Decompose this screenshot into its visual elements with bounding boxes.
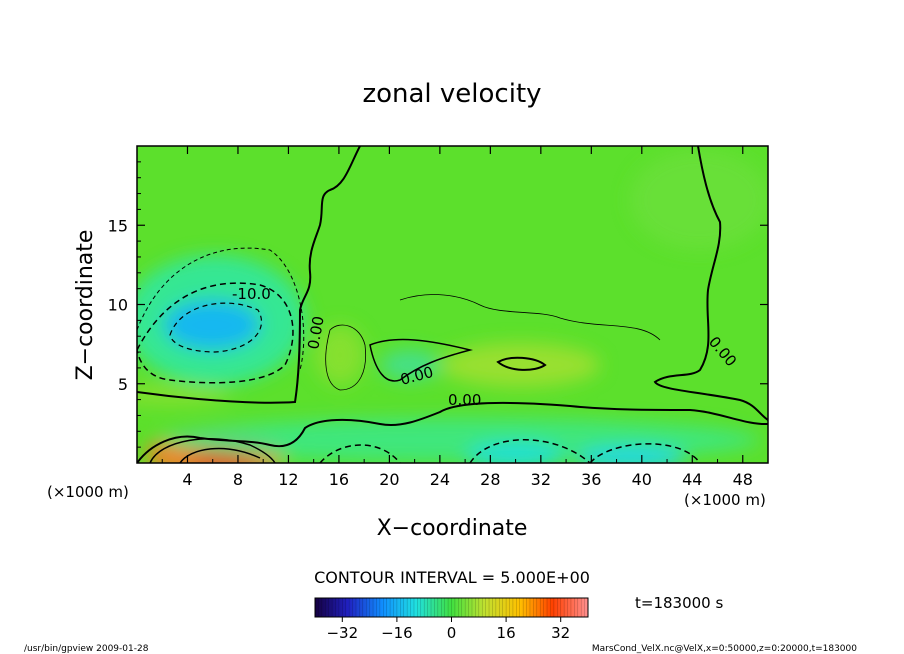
- x-tick-label: 44: [682, 470, 702, 489]
- colorbar-ticks: −32 −16 0 16 32: [326, 617, 570, 642]
- contour-zero-right: [653, 146, 768, 421]
- chart-title: zonal velocity: [362, 79, 541, 109]
- x-tick-label: 20: [379, 470, 399, 489]
- colorbar-tick-label: 16: [497, 624, 516, 642]
- x-tick-label: 24: [430, 470, 450, 489]
- colorbar-tick-label: −16: [381, 624, 413, 642]
- y-axis-label: Z−coordinate: [73, 230, 98, 381]
- contour-label-zero-left: 0.00: [304, 315, 328, 351]
- field-pos-strip-left: [137, 385, 230, 405]
- x-ticks: 4 8 12 16 20 24 28 32 36 40 44 48: [161, 146, 753, 489]
- contour-pos-lower-left-2: [179, 447, 261, 463]
- contour-neg-ten-outer: [137, 282, 294, 384]
- contour-thin-mid: [399, 294, 661, 341]
- colorbar-tick-label: 0: [447, 624, 457, 642]
- contour-label-neg10: -10.0: [232, 285, 271, 303]
- contour-neg-ten-inner: [169, 302, 263, 353]
- y-ticks: 5 10 15: [108, 161, 768, 448]
- contour-neg-bottom-right: [589, 443, 701, 463]
- colorbar-stripes: [318, 598, 585, 617]
- colorbar-tick-label: 32: [551, 624, 570, 642]
- x-unit-right: (×1000 m): [684, 491, 766, 509]
- x-tick-label: 12: [278, 470, 298, 489]
- field-neg-patch-mid: [380, 350, 440, 380]
- time-label: t=183000 s: [635, 594, 723, 612]
- field-pos-patch-mid: [440, 343, 600, 387]
- x-tick-label: 4: [182, 470, 192, 489]
- field-neg-core-bottom-right: [575, 446, 685, 463]
- footer-left: /usr/bin/gpview 2009-01-28: [24, 644, 149, 654]
- contour-zero-mid-loop: [369, 338, 473, 382]
- x-tick-label: 40: [632, 470, 652, 489]
- contour-interval-label: CONTOUR INTERVAL = 5.000E+00: [314, 568, 590, 587]
- colorbar-tick-label: −32: [326, 624, 358, 642]
- contour-neg-bottom-mid: [319, 444, 401, 463]
- x-tick-label: 48: [733, 470, 753, 489]
- contour-lines: [137, 146, 768, 463]
- x-axis-label: X−coordinate: [377, 516, 528, 541]
- x-tick-label: 28: [480, 470, 500, 489]
- contour-zero-upper-left: [137, 146, 361, 404]
- y-tick-label: 15: [108, 216, 128, 235]
- contour-thin-left: [325, 324, 366, 391]
- contour-neg-bottom-center: [469, 439, 591, 463]
- x-tick-label: 16: [329, 470, 349, 489]
- footer-right: MarsCond_VelX.nc@VelX,x=0:50000,z=0:2000…: [592, 644, 857, 654]
- field-light-upper-right: [630, 150, 768, 250]
- plot-area: -10.0 0.00 0.00 0.00 0.00: [137, 146, 768, 463]
- field-neg-core-upper-left: [164, 300, 260, 350]
- x-tick-label: 32: [531, 470, 551, 489]
- contour-label-zero-band: 0.00: [448, 391, 481, 409]
- contour-pos-lower-left-1: [149, 438, 276, 463]
- x-tick-label: 8: [233, 470, 243, 489]
- x-tick-label: 36: [581, 470, 601, 489]
- y-tick-label: 5: [118, 375, 128, 394]
- contour-positive-loop: [496, 356, 547, 371]
- x-unit-left: (×1000 m): [47, 483, 129, 501]
- y-tick-label: 10: [108, 296, 128, 315]
- field-neg-core-bottom-mid: [465, 441, 565, 463]
- contour-neg-outer-dashed: [137, 247, 305, 371]
